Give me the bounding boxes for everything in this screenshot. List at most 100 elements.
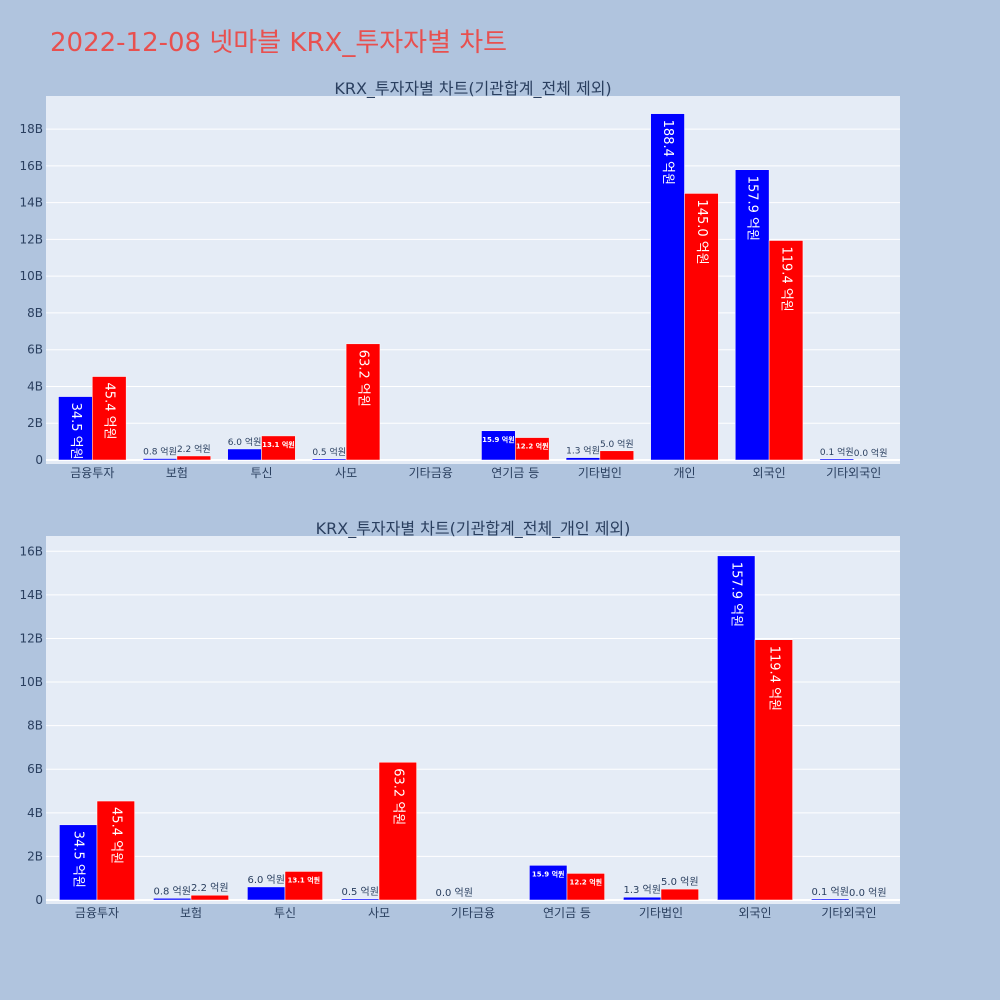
data-label: 119.4 억원 (779, 246, 794, 311)
bar (345, 343, 381, 461)
y-tick-label: 18B (19, 122, 43, 136)
data-label: 1.3 억원 (566, 445, 600, 457)
data-label: 119.4 억원 (766, 646, 781, 711)
y-tick-label: 10B (19, 269, 43, 283)
page-title: 2022-12-08 넷마블 KRX_투자자별 차트 (50, 28, 508, 58)
bar (660, 888, 699, 901)
bar (247, 886, 286, 901)
bar (59, 824, 98, 901)
x-tick-label: 사모 (368, 906, 390, 920)
bar (717, 555, 756, 901)
bar (153, 898, 192, 901)
data-label: 2.2 억원 (177, 443, 211, 455)
chart-1: KRX_투자자별 차트(기관합계_전체 제외) 0 2B 4B 6B 8B 10B 12B 14… (19, 79, 900, 480)
bar (768, 240, 804, 461)
data-label: 34.5 억원 (71, 831, 86, 888)
y-tick-label: 6B (27, 343, 43, 357)
chart-2: KRX_투자자별 차트(기관합계_전체_개인 제외) 0 2B 4B 6B 8B 10B 12… (19, 519, 900, 920)
bar (92, 376, 127, 461)
y-tick-label: 14B (19, 196, 43, 210)
data-label: 0.1 억원 (811, 886, 848, 898)
data-label: 63.2 억원 (390, 768, 405, 825)
data-label: 5.0 억원 (600, 438, 634, 450)
y-tick-label: 14B (19, 588, 43, 602)
bar (623, 896, 662, 901)
data-label: 188.4 억원 (660, 120, 675, 185)
data-label: 0.5 억원 (341, 886, 378, 898)
x-tick-label: 보험 (166, 466, 188, 480)
y-tick-label: 2B (27, 416, 43, 430)
data-label: 12.2 억원 (570, 877, 603, 886)
x-tick-label: 개인 (673, 466, 695, 480)
data-label: 15.9 억원 (482, 435, 515, 444)
bar (811, 898, 850, 901)
y-tick-label: 4B (27, 379, 43, 393)
bar (599, 450, 634, 461)
data-label: 0.8 억원 (153, 885, 190, 897)
y-tick-label: 16B (19, 544, 43, 558)
x-tick-label: 보험 (180, 906, 202, 920)
data-label: 0.5 억원 (312, 446, 346, 458)
bar (284, 871, 323, 901)
bar (341, 898, 380, 901)
chart-title: KRX_투자자별 차트(기관합계_전체_개인 제외) (316, 519, 631, 539)
data-label: 45.4 억원 (102, 383, 117, 440)
data-label: 0.0 억원 (854, 447, 888, 459)
bar (565, 457, 601, 461)
data-label: 63.2 억원 (356, 350, 371, 407)
y-tick-label: 8B (27, 719, 43, 733)
bar (261, 435, 296, 461)
data-label: 145.0 억원 (694, 199, 709, 264)
bar (754, 639, 793, 901)
data-label: 1.3 억원 (623, 884, 660, 896)
data-label: 157.9 억원 (745, 176, 760, 241)
y-tick-label: 10B (19, 675, 43, 689)
x-tick-label: 외국인 (738, 906, 771, 920)
x-tick-label: 사모 (335, 466, 357, 480)
x-tick-label: 기타금융 (451, 906, 495, 920)
x-tick-label: 기타외국인 (826, 466, 881, 480)
bar (735, 169, 770, 461)
x-tick-label: 금융투자 (70, 466, 114, 480)
x-tick-label: 투신 (274, 906, 296, 920)
data-label: 157.9 억원 (729, 562, 744, 627)
data-label: 2.2 억원 (191, 882, 228, 894)
data-label: 15.9 억원 (532, 869, 565, 878)
x-tick-label: 연기금 등 (491, 466, 539, 480)
data-label: 13.1 억원 (262, 440, 295, 449)
x-tick-label: 투신 (250, 466, 272, 480)
bar (58, 396, 93, 461)
data-label: 6.0 억원 (228, 436, 262, 448)
x-tick-label: 기타법인 (578, 466, 622, 480)
data-label: 12.2 억원 (516, 442, 549, 451)
data-label: 0.8 억원 (143, 446, 177, 458)
bar (312, 458, 347, 461)
x-tick-label: 금융투자 (75, 906, 119, 920)
x-tick-label: 연기금 등 (543, 906, 591, 920)
y-tick-label: 12B (19, 232, 43, 246)
bar (529, 865, 568, 901)
data-label: 0.1 억원 (820, 446, 854, 458)
chart-title: KRX_투자자별 차트(기관합계_전체 제외) (334, 79, 611, 99)
bar (227, 448, 262, 461)
bar (515, 437, 550, 461)
x-tick-label: 기타법인 (639, 906, 683, 920)
y-tick-label: 16B (19, 159, 43, 173)
data-label: 0.0 억원 (849, 887, 886, 899)
bar (650, 113, 685, 461)
y-tick-label: 8B (27, 306, 43, 320)
y-tick-label: 0 (35, 893, 43, 907)
bar (566, 873, 605, 901)
x-tick-label: 기타금융 (409, 466, 453, 480)
bar (96, 800, 135, 901)
data-label: 45.4 억원 (108, 807, 123, 864)
data-label: 34.5 억원 (68, 403, 83, 460)
bar (378, 761, 417, 901)
x-tick-label: 외국인 (753, 466, 786, 480)
y-tick-label: 6B (27, 762, 43, 776)
bar (176, 455, 211, 461)
bar (481, 430, 516, 461)
y-tick-label: 12B (19, 631, 43, 645)
bar (819, 458, 854, 461)
